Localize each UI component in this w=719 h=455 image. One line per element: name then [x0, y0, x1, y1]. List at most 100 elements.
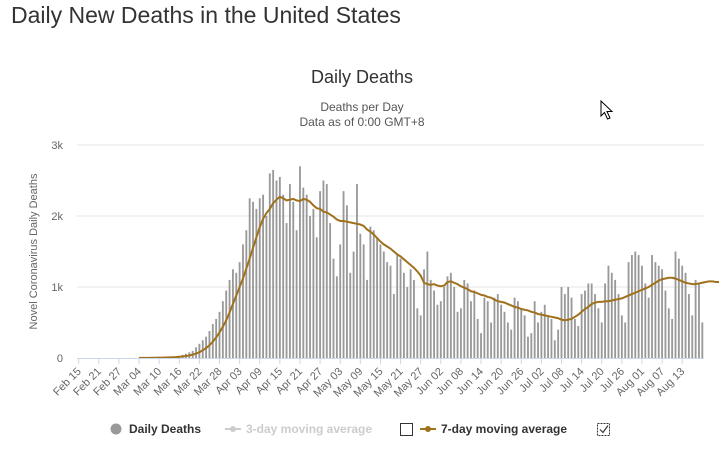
bar[interactable]	[315, 237, 318, 358]
bar[interactable]	[245, 230, 248, 358]
bar[interactable]	[490, 322, 493, 359]
bar[interactable]	[513, 297, 516, 358]
bar[interactable]	[587, 283, 590, 358]
bar[interactable]	[386, 262, 389, 358]
bar[interactable]	[238, 262, 241, 358]
bar[interactable]	[369, 226, 372, 358]
bar[interactable]	[530, 333, 533, 358]
bar[interactable]	[275, 180, 278, 359]
bar[interactable]	[433, 290, 436, 358]
bar[interactable]	[335, 276, 338, 358]
bar[interactable]	[329, 223, 332, 358]
bar[interactable]	[480, 333, 482, 358]
bar[interactable]	[594, 294, 596, 358]
bar[interactable]	[694, 279, 697, 358]
bar[interactable]	[392, 294, 395, 358]
legend-checkbox-unchecked[interactable]	[400, 423, 413, 436]
bar[interactable]	[543, 304, 546, 358]
bar[interactable]	[637, 255, 640, 358]
bar[interactable]	[352, 251, 355, 359]
bar[interactable]	[252, 201, 254, 358]
bar[interactable]	[312, 208, 315, 358]
bar[interactable]	[647, 297, 650, 358]
bar[interactable]	[282, 194, 285, 358]
bar[interactable]	[476, 318, 479, 358]
bar[interactable]	[677, 258, 680, 358]
bar[interactable]	[533, 301, 536, 358]
bar[interactable]	[657, 265, 660, 358]
bar[interactable]	[372, 230, 375, 358]
bar[interactable]	[520, 308, 523, 358]
bar[interactable]	[443, 287, 446, 358]
bar[interactable]	[597, 308, 600, 358]
bar[interactable]	[701, 322, 704, 359]
bar[interactable]	[325, 184, 328, 358]
bar[interactable]	[295, 230, 298, 358]
bar[interactable]	[651, 255, 653, 358]
bar[interactable]	[550, 318, 553, 358]
bar[interactable]	[376, 237, 379, 358]
bar[interactable]	[604, 283, 607, 358]
bar[interactable]	[305, 194, 308, 358]
bar[interactable]	[627, 262, 630, 358]
bar[interactable]	[426, 251, 429, 359]
bar[interactable]	[523, 315, 526, 358]
bar[interactable]	[644, 283, 647, 358]
bar[interactable]	[547, 315, 550, 358]
bar[interactable]	[493, 297, 496, 358]
bar[interactable]	[409, 269, 412, 358]
bar[interactable]	[459, 308, 462, 358]
bar[interactable]	[698, 283, 700, 358]
bar[interactable]	[396, 255, 399, 358]
bar-series-daily-deaths[interactable]	[128, 166, 704, 359]
bar[interactable]	[285, 223, 288, 358]
legend-item-3-day-average[interactable]: 3-day moving average	[225, 422, 413, 436]
line-series-7-day-average[interactable]	[139, 195, 719, 359]
bar[interactable]	[671, 318, 674, 358]
bar[interactable]	[242, 244, 244, 358]
bar[interactable]	[302, 187, 305, 358]
bar[interactable]	[309, 216, 311, 358]
bar[interactable]	[382, 251, 385, 359]
bar[interactable]	[584, 290, 586, 358]
bar[interactable]	[339, 244, 342, 358]
bar[interactable]	[356, 184, 358, 358]
bar[interactable]	[674, 251, 677, 359]
bar[interactable]	[248, 198, 251, 358]
bar[interactable]	[500, 304, 503, 358]
bar[interactable]	[470, 301, 472, 358]
bar[interactable]	[449, 272, 452, 358]
moving-average-line[interactable]	[139, 195, 719, 359]
bar[interactable]	[453, 287, 456, 358]
bar[interactable]	[667, 308, 670, 358]
bar[interactable]	[225, 290, 228, 358]
bar[interactable]	[265, 216, 268, 358]
bar[interactable]	[446, 276, 449, 358]
bar[interactable]	[537, 322, 539, 359]
bar[interactable]	[201, 340, 204, 358]
bar[interactable]	[463, 279, 466, 358]
bar[interactable]	[506, 322, 509, 359]
bar[interactable]	[429, 279, 432, 358]
bar[interactable]	[268, 173, 271, 358]
bar[interactable]	[553, 340, 556, 358]
bar[interactable]	[228, 279, 231, 358]
bar[interactable]	[379, 244, 382, 358]
bar[interactable]	[540, 311, 543, 358]
bar[interactable]	[600, 322, 603, 359]
bar[interactable]	[614, 279, 617, 358]
bar[interactable]	[483, 297, 486, 358]
bar[interactable]	[590, 283, 593, 358]
bar[interactable]	[402, 272, 405, 358]
bar[interactable]	[684, 272, 687, 358]
bar[interactable]	[349, 272, 352, 358]
bar[interactable]	[218, 311, 221, 358]
bar[interactable]	[570, 297, 573, 358]
bar[interactable]	[322, 180, 325, 359]
bar[interactable]	[332, 258, 335, 358]
bar[interactable]	[503, 311, 506, 358]
bar[interactable]	[362, 244, 365, 358]
bar[interactable]	[664, 290, 667, 358]
bar[interactable]	[221, 301, 224, 358]
bar[interactable]	[573, 318, 576, 358]
